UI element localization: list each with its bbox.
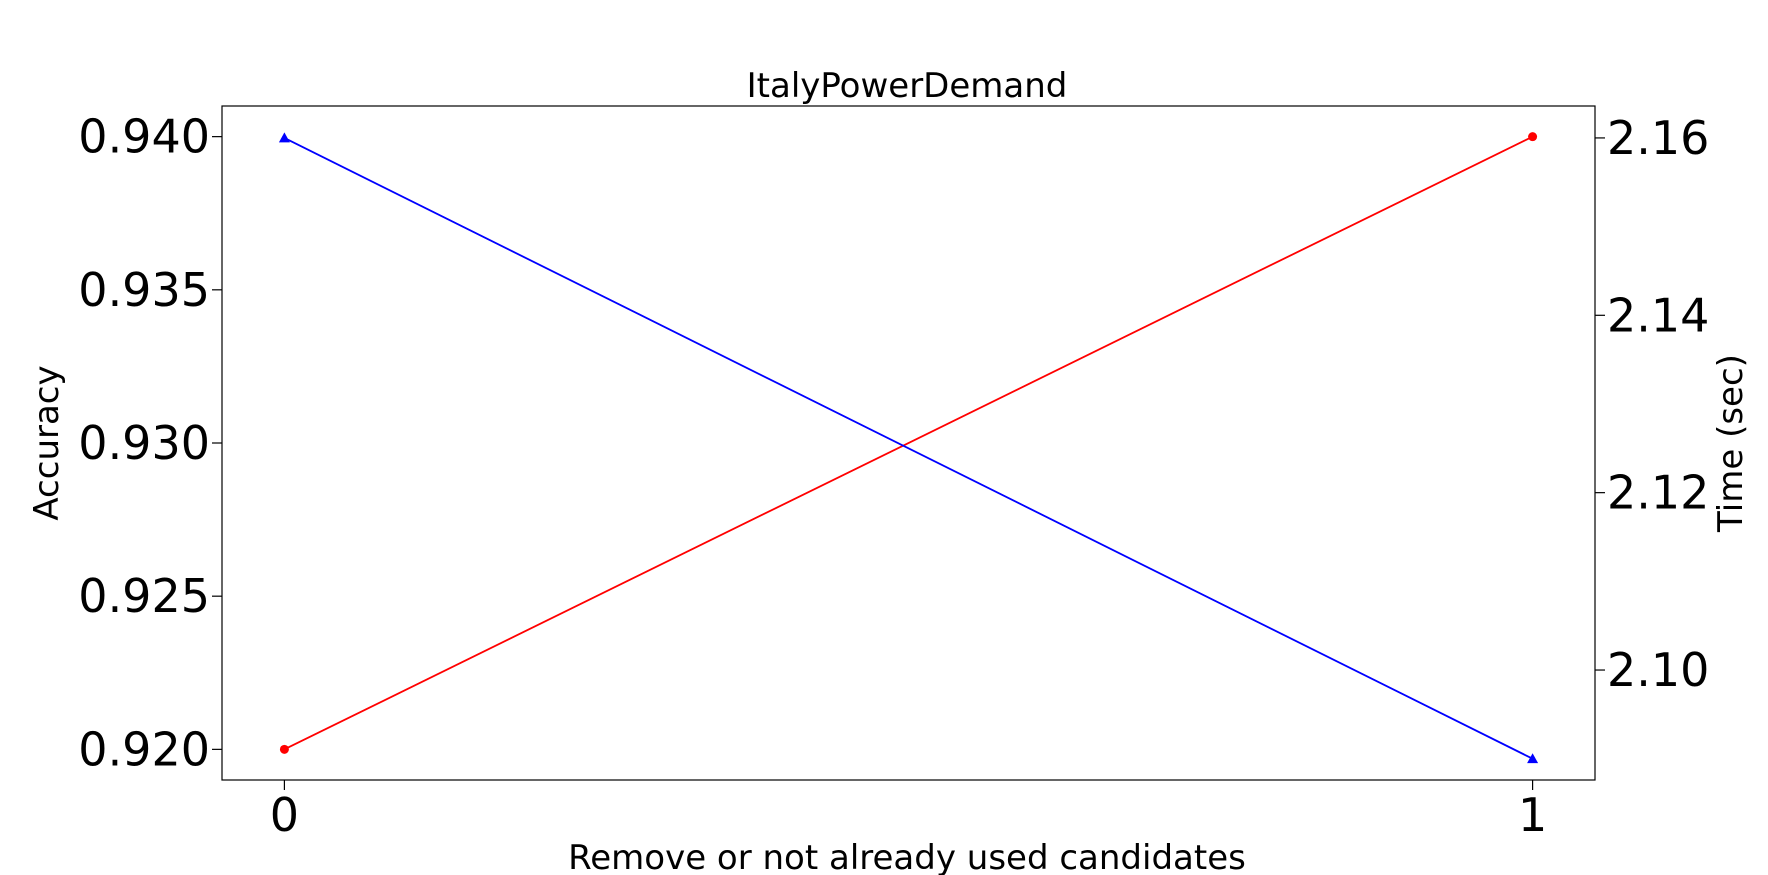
right-tick-label: 2.16 — [1607, 111, 1709, 165]
series-layer — [278, 132, 1539, 764]
y-axis-title-left: Accuracy — [27, 365, 67, 520]
y-axis-title-right: Time (sec) — [1711, 354, 1751, 533]
x-tick-label: 1 — [1518, 788, 1547, 842]
series-point-1 — [278, 132, 290, 143]
left-tick-label: 0.925 — [78, 569, 210, 623]
series-point-0 — [279, 744, 289, 754]
right-tick-label: 2.12 — [1607, 466, 1709, 520]
left-axis: 0.920 0.925 0.930 0.935 0.940 — [78, 110, 222, 776]
series-line-0 — [284, 135, 1533, 751]
left-tick-label: 0.935 — [78, 263, 210, 317]
left-tick-label: 0.940 — [78, 110, 210, 164]
right-tick-label: 2.10 — [1607, 643, 1709, 697]
series-line-1 — [284, 137, 1533, 760]
left-tick-label: 0.930 — [78, 416, 210, 470]
right-axis: 2.10 2.12 2.14 2.16 — [1595, 111, 1709, 697]
series-point-0 — [1528, 132, 1538, 142]
left-tick-label: 0.920 — [78, 722, 210, 776]
series-point-1 — [1527, 753, 1539, 764]
x-axis-title: Remove or not already used candidates — [568, 838, 1246, 875]
right-tick-label: 2.14 — [1607, 288, 1709, 342]
x-tick-label: 0 — [270, 788, 299, 842]
chart-title: ItalyPowerDemand — [747, 66, 1068, 106]
